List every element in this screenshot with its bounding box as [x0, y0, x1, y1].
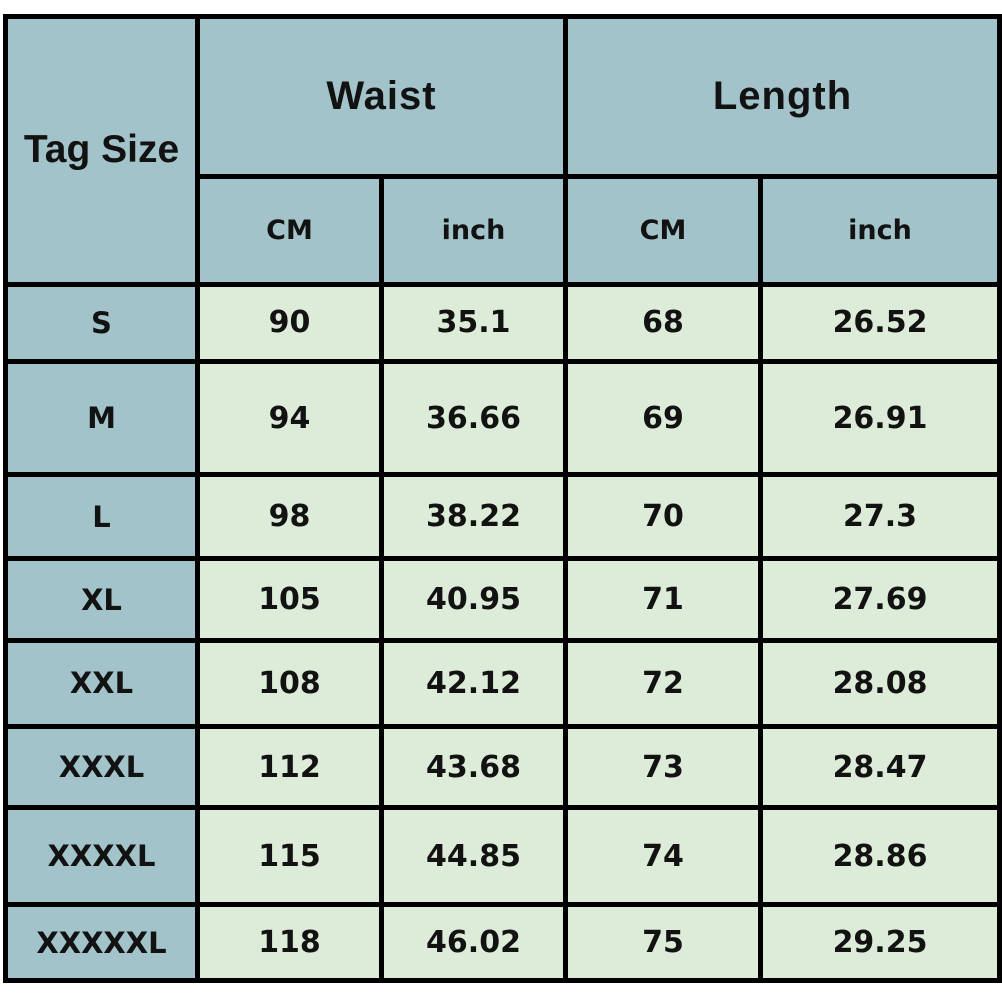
size-label: M — [3, 359, 200, 478]
table-row: M 94 36.66 69 26.91 — [3, 359, 1002, 478]
header-length-cm: CM — [563, 174, 764, 287]
table-row: XL 105 40.95 71 27.69 — [3, 556, 1002, 643]
waist-cm-value: 105 — [195, 556, 384, 643]
length-cm-value: 71 — [563, 556, 764, 643]
size-chart-table: Tag Size Waist Length CM inch CM inch S … — [3, 13, 1002, 983]
header-length-inch: inch — [758, 174, 1002, 287]
waist-cm-value: 112 — [195, 723, 384, 811]
table-row: S 90 35.1 68 26.52 — [3, 281, 1002, 365]
table-row: XXL 108 42.12 72 28.08 — [3, 637, 1002, 729]
header-tag-size: Tag Size — [3, 14, 200, 287]
length-cm-value: 73 — [563, 723, 764, 811]
waist-cm-value: 98 — [195, 472, 384, 562]
waist-cm-value: 90 — [195, 281, 384, 365]
length-cm-value: 72 — [563, 637, 764, 729]
table-row: XXXXL 115 44.85 74 28.86 — [3, 805, 1002, 908]
waist-inch-value: 44.85 — [378, 805, 569, 908]
size-label: XL — [3, 556, 200, 643]
length-inch-value: 28.86 — [758, 805, 1002, 908]
length-inch-value: 26.52 — [758, 281, 1002, 365]
waist-inch-value: 40.95 — [378, 556, 569, 643]
length-cm-value: 74 — [563, 805, 764, 908]
table-row: XXXL 112 43.68 73 28.47 — [3, 723, 1002, 811]
size-label: XXL — [3, 637, 200, 729]
waist-cm-value: 118 — [195, 902, 384, 983]
length-cm-value: 68 — [563, 281, 764, 365]
header-row-units: CM inch CM inch — [6, 174, 1002, 287]
waist-inch-value: 35.1 — [378, 281, 569, 365]
waist-inch-value: 42.12 — [378, 637, 569, 729]
header-waist: Waist — [194, 13, 569, 180]
header-waist-inch: inch — [378, 174, 569, 287]
header-row-main: Tag Size Waist Length — [3, 13, 1002, 287]
length-inch-value: 26.91 — [758, 359, 1002, 478]
length-inch-value: 28.47 — [758, 723, 1002, 811]
waist-cm-value: 115 — [195, 805, 384, 908]
length-cm-value: 70 — [563, 472, 764, 562]
header-length: Length — [563, 13, 1002, 180]
waist-inch-value: 38.22 — [378, 472, 569, 562]
waist-cm-value: 108 — [195, 637, 384, 729]
header-waist-cm: CM — [195, 174, 384, 287]
size-label: XXXL — [3, 723, 200, 811]
length-cm-value: 75 — [563, 902, 764, 983]
waist-inch-value: 43.68 — [378, 723, 569, 811]
waist-cm-value: 94 — [195, 359, 384, 478]
length-inch-value: 27.3 — [758, 472, 1002, 562]
length-cm-value: 69 — [563, 359, 764, 478]
length-inch-value: 27.69 — [758, 556, 1002, 643]
table-row: XXXXXL 118 46.02 75 29.25 — [3, 902, 1002, 983]
waist-inch-value: 46.02 — [378, 902, 569, 983]
length-inch-value: 29.25 — [758, 902, 1002, 983]
waist-inch-value: 36.66 — [378, 359, 569, 478]
table-row: L 98 38.22 70 27.3 — [3, 472, 1002, 562]
size-label: XXXXL — [3, 805, 200, 908]
size-label: S — [3, 281, 200, 365]
size-label: L — [3, 472, 200, 562]
size-label: XXXXXL — [3, 902, 200, 983]
length-inch-value: 28.08 — [758, 637, 1002, 729]
